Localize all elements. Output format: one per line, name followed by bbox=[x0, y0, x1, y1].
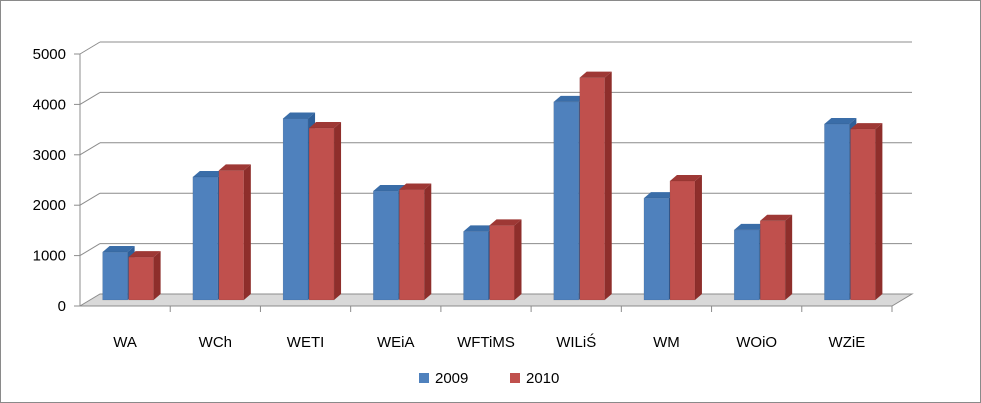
bar-top bbox=[399, 183, 432, 190]
bar-side bbox=[785, 214, 793, 300]
bar-side bbox=[334, 122, 342, 300]
bar-front bbox=[759, 220, 786, 301]
x-tick-label: WZiE bbox=[829, 334, 866, 351]
y-tick-label: 1000 bbox=[33, 248, 66, 265]
bar-top bbox=[373, 185, 406, 192]
x-tick-label: WFTiMS bbox=[457, 334, 515, 351]
bar-front bbox=[282, 118, 309, 301]
bar-front bbox=[643, 197, 670, 301]
legend-label-2009: 2009 bbox=[435, 370, 468, 387]
gridline-depth bbox=[79, 243, 101, 257]
bar-top bbox=[643, 192, 676, 199]
bar-front bbox=[489, 225, 515, 301]
bar-top bbox=[192, 170, 225, 177]
bar-2010-WETI bbox=[308, 122, 342, 301]
bar-side bbox=[875, 123, 883, 301]
x-tick-label: WOiO bbox=[736, 334, 777, 351]
bar-front bbox=[192, 176, 219, 301]
bars bbox=[102, 71, 883, 301]
bar-2010-WEiA bbox=[399, 183, 432, 301]
bar-2010-WM bbox=[669, 174, 702, 301]
bar-top bbox=[309, 122, 342, 129]
bar-front bbox=[824, 123, 850, 301]
y-axis: 0 1000 2000 3000 4000 5000 bbox=[33, 46, 81, 315]
bar-2010-WILiŚ bbox=[579, 71, 612, 301]
bar-top bbox=[824, 118, 857, 125]
bar-front bbox=[128, 256, 154, 301]
bar-top bbox=[669, 174, 702, 181]
x-tick-label: WM bbox=[653, 334, 680, 351]
bar-top bbox=[102, 246, 135, 253]
bar-front bbox=[102, 251, 128, 301]
bar-front bbox=[733, 229, 760, 301]
x-axis: WA WCh WETI WEiA WFTiMS WILiŚ WM WOiO WZiE bbox=[80, 305, 893, 351]
legend: 2009 2010 bbox=[419, 370, 559, 387]
bar-2010-WZiE bbox=[850, 123, 883, 301]
gridline-depth bbox=[79, 91, 101, 105]
y-tick-label: 3000 bbox=[33, 147, 66, 164]
bar-top bbox=[463, 225, 496, 232]
bar-top bbox=[760, 214, 793, 221]
legend-label-2010: 2010 bbox=[526, 370, 559, 387]
bar-front bbox=[399, 189, 425, 301]
gridline-depth bbox=[79, 192, 101, 206]
bar-top bbox=[283, 112, 316, 119]
bar-top bbox=[128, 251, 161, 258]
y-tick-label: 5000 bbox=[33, 46, 66, 63]
bar-front bbox=[218, 170, 245, 301]
bar-side bbox=[153, 251, 161, 300]
bar-side bbox=[604, 71, 612, 300]
bar-front bbox=[553, 101, 579, 301]
x-tick-label: WEiA bbox=[377, 334, 415, 351]
bar-top bbox=[218, 164, 251, 171]
bar-2010-WFTiMS bbox=[489, 219, 522, 301]
bar-2010-WA bbox=[128, 251, 161, 301]
bar-front bbox=[308, 127, 335, 301]
bar-front bbox=[373, 190, 399, 301]
y-tick-label: 4000 bbox=[33, 96, 66, 113]
bar-top bbox=[850, 123, 883, 130]
bar-side bbox=[694, 174, 702, 300]
bar-front bbox=[463, 231, 489, 301]
bar-top bbox=[734, 223, 767, 230]
legend-swatch-2010 bbox=[510, 373, 520, 383]
y-tick-label: 2000 bbox=[33, 197, 66, 214]
x-tick-label: WILiŚ bbox=[556, 333, 596, 351]
bar-side bbox=[424, 183, 432, 300]
bar-2010-WOiO bbox=[759, 214, 793, 301]
bar-front bbox=[669, 180, 696, 301]
bar-side bbox=[514, 219, 522, 300]
bar-side bbox=[243, 164, 251, 300]
x-tick-label: WA bbox=[113, 334, 137, 351]
bar-top bbox=[489, 219, 522, 226]
x-tick-label: WETI bbox=[287, 334, 325, 351]
gridline-depth bbox=[79, 142, 101, 156]
bar-front bbox=[850, 128, 876, 301]
bar-top bbox=[579, 71, 612, 78]
x-tick-label: WCh bbox=[199, 334, 232, 351]
legend-swatch-2009 bbox=[419, 373, 429, 383]
gridline-depth bbox=[79, 41, 101, 55]
y-tick-label: 0 bbox=[58, 298, 66, 315]
bar-top bbox=[553, 95, 586, 102]
bar-front bbox=[579, 77, 605, 301]
bar-2010-WCh bbox=[218, 164, 251, 301]
